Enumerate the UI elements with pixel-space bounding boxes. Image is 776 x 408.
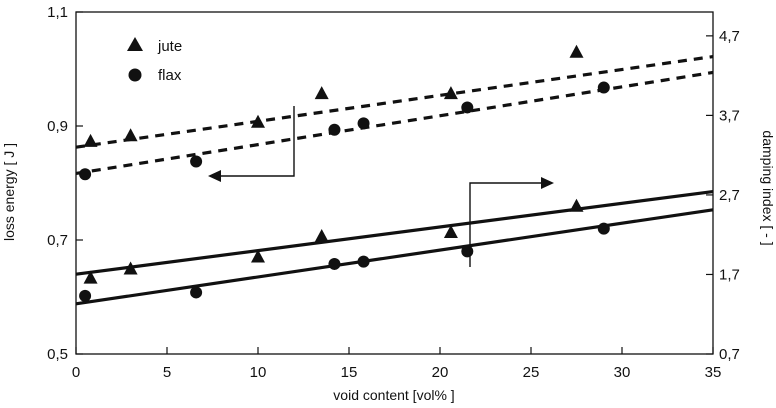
y-right-tick-label: 1,7 [719,266,740,283]
data-point-flax [357,117,370,130]
data-point-flax [79,289,92,302]
data-point-jute [123,128,138,142]
x-tick-label: 20 [432,364,449,381]
y-right-tick-label: 3,7 [719,107,740,124]
y-right-tick-label: 4,7 [719,28,740,45]
y-left-axis-title: loss energy [ J ] [1,143,17,241]
right-axis-arrow [469,177,554,267]
legend-jute-marker [127,37,143,51]
data-point-jute [251,114,265,128]
data-point-flax [357,255,370,268]
legend-flax-label: flax [158,67,182,84]
y-right-tick-label: 2,7 [719,187,740,204]
trend-line-jute-damping [75,54,714,149]
data-point-flax [328,257,341,270]
y-left-tick-label: 0,9 [47,118,68,135]
trend-line-flax-damping [75,70,714,176]
data-point-flax [461,101,474,114]
legend-jute-label: jute [157,38,182,55]
x-tick-label: 35 [705,364,722,381]
y-left-tick-label: 0,5 [47,346,68,363]
left-axis-arrow [208,106,295,182]
x-tick-label: 30 [614,364,631,381]
x-tick-label: 0 [72,364,80,381]
data-point-jute [123,261,138,275]
y-right-axis-title: damping index [ - ] [760,130,776,245]
legend: jute flax [127,37,182,84]
y-left-tick-label: 1,1 [47,4,68,21]
data-point-flax [597,81,610,94]
x-tick-label: 5 [163,364,171,381]
x-tick-label: 25 [523,364,540,381]
data-point-flax [190,155,203,168]
y-right-tick-label: 0,7 [719,346,740,363]
data-point-flax [190,286,203,299]
trend-line-flax-loss [75,208,714,306]
trend-line-jute-loss [75,189,714,276]
data-point-jute [83,133,98,147]
plot-frame [75,11,714,355]
x-tick-label: 15 [341,364,358,381]
data-point-jute [83,270,98,284]
data-point-jute [443,225,458,239]
y-left-tick-label: 0,7 [47,232,68,249]
data-point-jute [314,86,329,100]
legend-flax-marker [128,68,142,82]
data-point-flax [79,168,92,181]
data-point-jute [251,249,265,263]
data-point-flax [597,222,610,235]
x-tick-label: 10 [250,364,267,381]
data-point-flax [461,245,474,258]
data-point-flax [328,123,341,136]
data-point-jute [569,198,584,212]
data-point-jute [443,86,458,100]
data-point-jute [569,44,584,58]
data-point-jute [314,229,329,243]
x-axis-title: void content [vol% ] [333,387,454,403]
